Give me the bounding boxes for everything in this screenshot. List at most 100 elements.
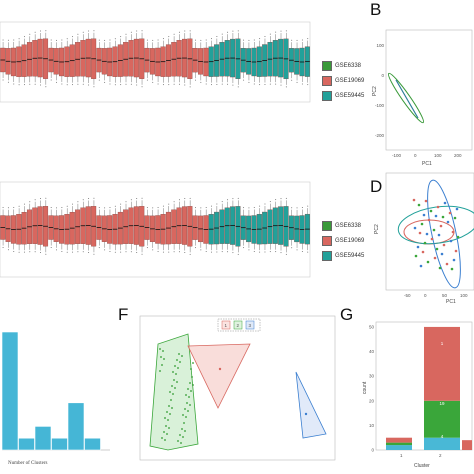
box-outlier: [82, 31, 84, 33]
box-outlier: [146, 79, 148, 81]
box-outlier: [136, 84, 138, 86]
umap-point-green: [160, 356, 162, 358]
box-outlier: [291, 207, 293, 209]
box-outlier: [93, 30, 95, 32]
box-outlier: [296, 81, 298, 83]
umap-point-green: [169, 413, 171, 415]
box-outlier: [114, 84, 116, 86]
box-outlier: [291, 39, 293, 41]
box-outlier: [168, 36, 170, 38]
box-outlier: [98, 207, 100, 209]
box-outlier: [162, 205, 164, 207]
pca-d-point: [430, 237, 434, 241]
box-outlier: [120, 251, 122, 253]
umap-point-green: [182, 414, 184, 416]
legend-label: GSE19069: [335, 238, 365, 244]
box-outlier: [189, 253, 191, 255]
box-outlier: [130, 31, 132, 33]
umap-point-green: [161, 364, 163, 366]
box-outlier: [130, 199, 132, 201]
box-outlier: [45, 30, 47, 32]
box-outlier: [248, 249, 250, 251]
box-outlier: [189, 197, 191, 199]
bar-g-ytick: 30: [369, 374, 375, 379]
box-outlier: [275, 31, 277, 33]
umap-point-green: [164, 417, 166, 419]
box-outlier: [45, 86, 47, 88]
box-outlier: [301, 250, 303, 252]
umap-point-red: [218, 367, 222, 371]
pca-d-point: [429, 209, 433, 213]
pca-d-point: [442, 243, 446, 247]
box-outlier: [23, 36, 25, 38]
bar-g-segment: [386, 445, 412, 450]
box-outlier: [285, 86, 287, 88]
box-outlier: [168, 203, 170, 205]
box-outlier: [205, 206, 207, 208]
pca-b-xtick: 100: [434, 153, 442, 158]
box-outlier: [88, 84, 90, 86]
pca-d-xlabel: PC1: [446, 299, 456, 305]
box-outlier: [178, 31, 180, 33]
box-outlier: [157, 250, 159, 252]
umap-point-green: [184, 430, 186, 432]
box-outlier: [98, 39, 100, 41]
box-outlier: [18, 205, 20, 207]
umap-point-green: [168, 427, 170, 429]
umap-f: 1 2 3: [139, 315, 336, 461]
umap-point-green: [176, 359, 178, 361]
box-outlier: [61, 250, 63, 252]
box-outlier: [200, 39, 202, 41]
box-outlier: [77, 33, 79, 35]
panel-a: GSE6338 GSE19069 GSE59445: [0, 0, 364, 140]
box-outlier: [157, 83, 159, 85]
box-outlier: [211, 84, 213, 86]
umap-point-green: [177, 440, 179, 442]
legend-item: GSE59445: [322, 90, 364, 102]
box-outlier: [221, 201, 223, 203]
box-outlier: [152, 81, 154, 83]
box-outlier: [34, 31, 36, 33]
box-outlier: [253, 250, 255, 252]
boxplot-frame: [0, 181, 311, 278]
box-outlier: [184, 84, 186, 86]
box-outlier: [152, 39, 154, 41]
box-outlier: [178, 83, 180, 85]
pca-d-point: [446, 220, 450, 224]
panel-c: GSE6338 GSE19069 GSE59445: [0, 180, 364, 290]
box-outlier: [141, 197, 143, 199]
box-outlier: [61, 206, 63, 208]
legend-item: GSE19069: [322, 75, 364, 87]
legend-label: GSE59445: [335, 93, 365, 99]
box-outlier: [280, 252, 282, 254]
umap-point-green: [164, 439, 166, 441]
pca-d-point: [420, 222, 424, 226]
box-outlier: [184, 252, 186, 254]
pca-d-point: [424, 199, 428, 203]
box-outlier: [72, 203, 74, 205]
umap-point-green: [167, 419, 169, 421]
umap-point-green: [172, 393, 174, 395]
box-outlier: [125, 201, 127, 203]
hist-bar: [18, 437, 35, 451]
pca-d-point: [451, 230, 455, 234]
box-outlier: [98, 247, 100, 249]
bar-g-xtick: 2: [439, 453, 442, 458]
hist-bar: [1, 331, 19, 451]
umap-point-green: [166, 411, 168, 413]
box-outlier: [66, 205, 68, 207]
pca-d-point: [423, 241, 427, 245]
box-outlier: [23, 84, 25, 86]
box-outlier: [125, 33, 127, 35]
box-outlier: [29, 33, 31, 35]
umap-point-green: [159, 348, 161, 350]
boxplot-c: [0, 181, 311, 278]
box-outlier: [104, 39, 106, 41]
pca-d-frame: [385, 172, 474, 291]
box-outlier: [13, 250, 15, 252]
bar-g-xlabel: Cluster: [414, 463, 430, 469]
bar-g-segment: [424, 437, 460, 450]
umap-point-green: [187, 410, 189, 412]
box-outlier: [72, 36, 74, 38]
box-outlier: [178, 199, 180, 201]
